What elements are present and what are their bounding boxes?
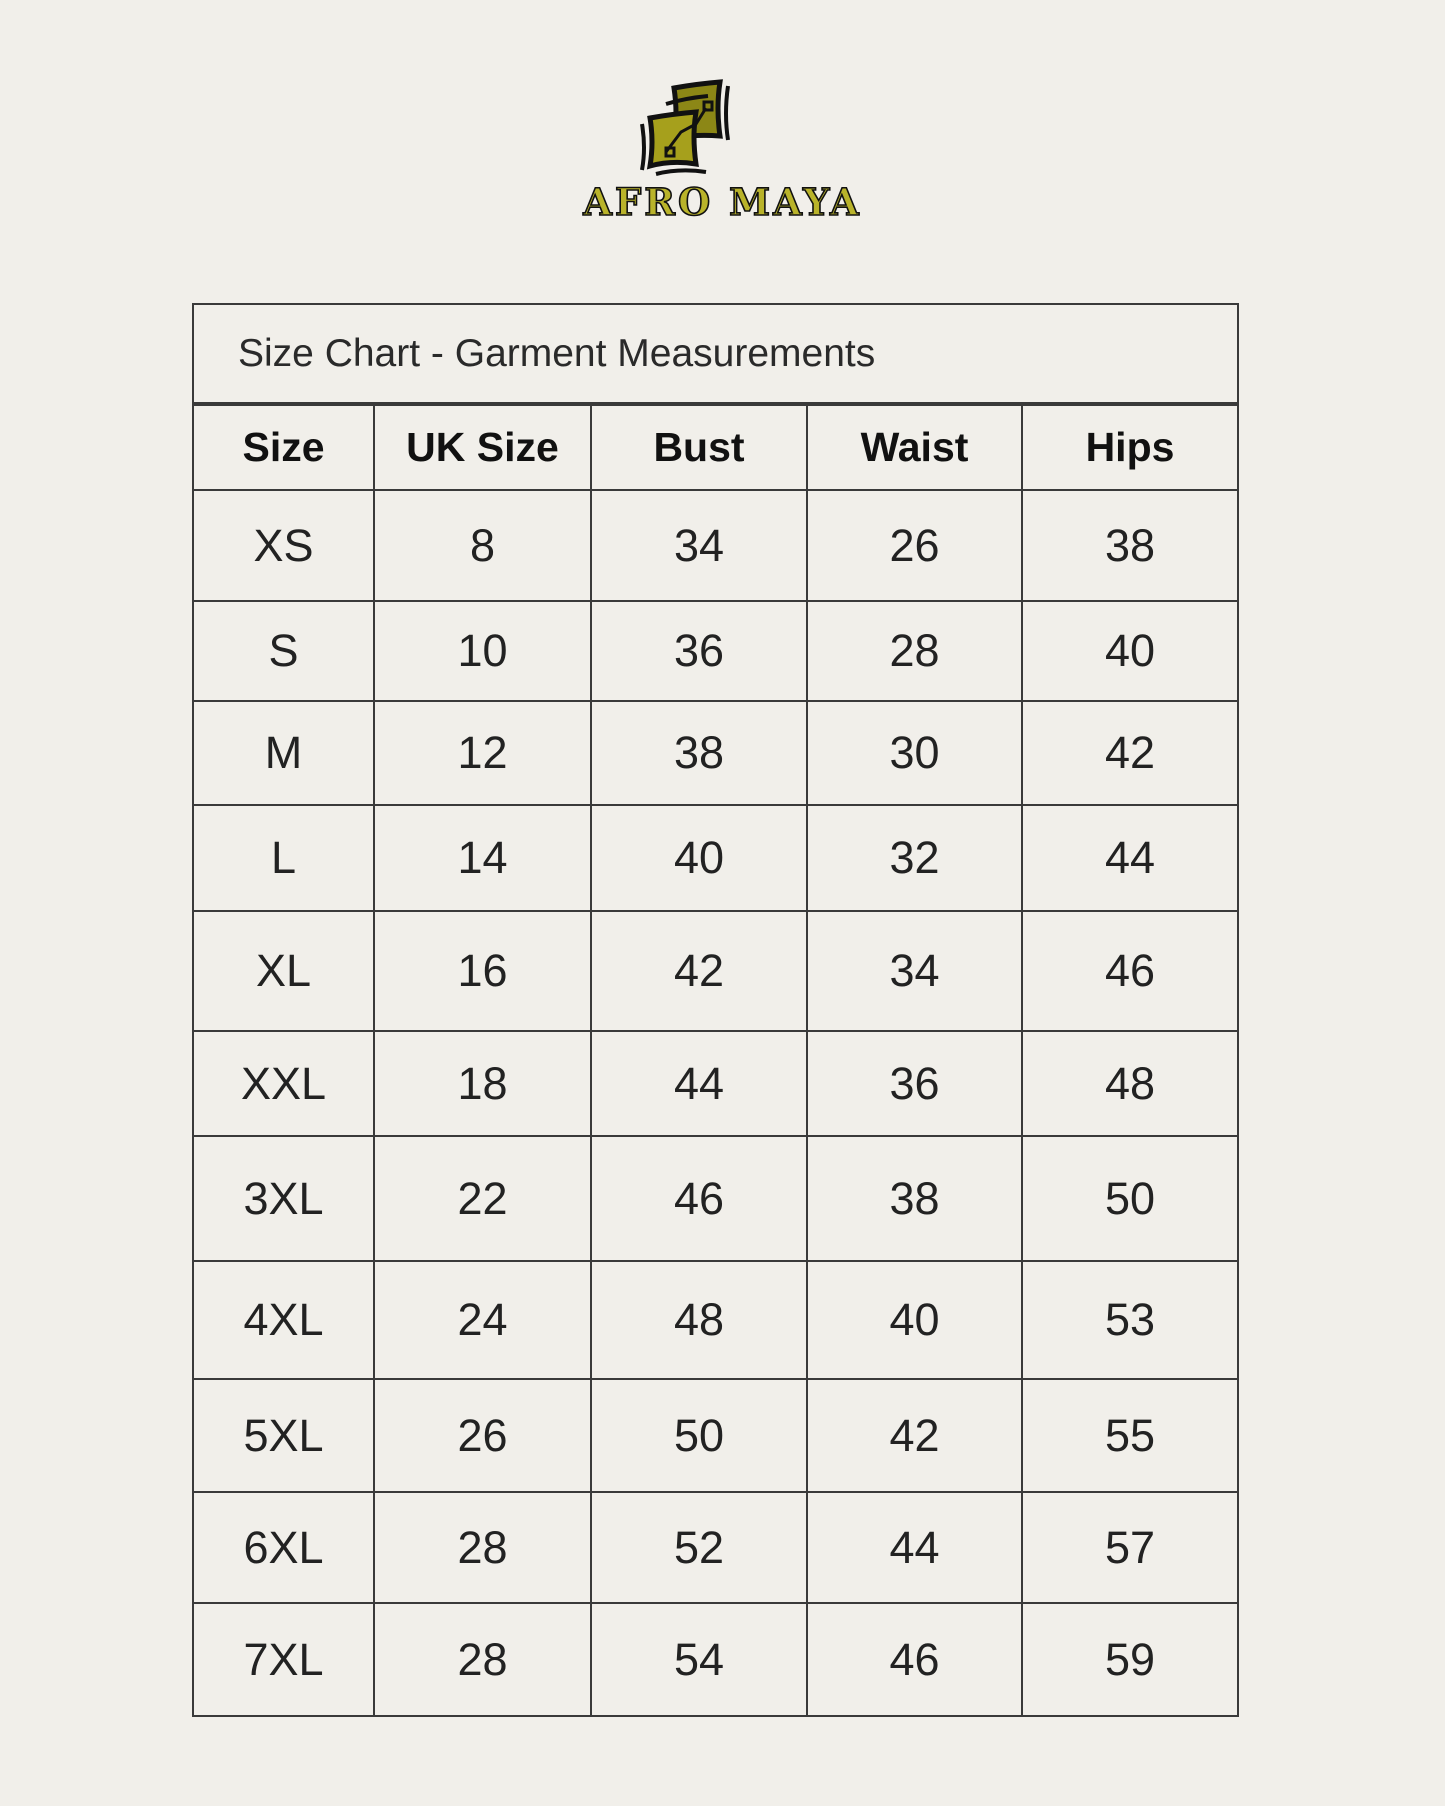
- table-cell: 48: [590, 1260, 808, 1380]
- table-cell: 42: [590, 910, 808, 1032]
- table-cell: 22: [373, 1135, 592, 1262]
- table-cell: 24: [373, 1260, 592, 1380]
- table-cell: XXL: [194, 1030, 375, 1137]
- column-header: Size: [194, 404, 375, 491]
- table-cell: 59: [1021, 1602, 1237, 1715]
- header-row: Size UK Size Bust Waist Hips: [194, 404, 1237, 491]
- table-cell: XS: [194, 489, 375, 602]
- table-cell: 44: [1021, 804, 1237, 912]
- table-cell: M: [194, 700, 375, 806]
- table-cell: 52: [590, 1491, 808, 1604]
- table-cell: 26: [373, 1378, 592, 1493]
- brand-name: AFRO MAYA: [582, 179, 862, 225]
- table-cell: 36: [590, 600, 808, 702]
- table-cell: 54: [590, 1602, 808, 1715]
- table-cell: 12: [373, 700, 592, 806]
- table-cell: 50: [590, 1378, 808, 1493]
- table-cell: 28: [373, 1491, 592, 1604]
- table-cell: 46: [590, 1135, 808, 1262]
- table-cell: 18: [373, 1030, 592, 1137]
- table-cell: 36: [806, 1030, 1023, 1137]
- column-header: Bust: [590, 404, 808, 491]
- table-cell: 55: [1021, 1378, 1237, 1493]
- table-cell: 40: [1021, 600, 1237, 702]
- table-cell: 28: [373, 1602, 592, 1715]
- table-cell: 44: [590, 1030, 808, 1137]
- table-row: L 14 40 32 44: [194, 804, 1237, 912]
- table-row: 3XL 22 46 38 50: [194, 1135, 1237, 1262]
- table-cell: 38: [806, 1135, 1023, 1262]
- size-chart-table: Size Chart - Garment Measurements Size UK…: [192, 303, 1239, 1717]
- column-header: Hips: [1021, 404, 1237, 491]
- table-cell: 7XL: [194, 1602, 375, 1715]
- table-row: S 10 36 28 40: [194, 600, 1237, 702]
- table-cell: 8: [373, 489, 592, 602]
- afro-maya-logo-icon: [640, 79, 730, 176]
- table-cell: 34: [806, 910, 1023, 1032]
- table-cell: 46: [1021, 910, 1237, 1032]
- table-row: M 12 38 30 42: [194, 700, 1237, 806]
- table-cell: 38: [590, 700, 808, 806]
- table-cell: 48: [1021, 1030, 1237, 1137]
- table-cell: 40: [590, 804, 808, 912]
- column-header: Waist: [806, 404, 1023, 491]
- table-cell: 46: [806, 1602, 1023, 1715]
- table-cell: 42: [1021, 700, 1237, 806]
- table-cell: 44: [806, 1491, 1023, 1604]
- table-row: 5XL 26 50 42 55: [194, 1378, 1237, 1493]
- table-cell: 28: [806, 600, 1023, 702]
- table-row: XL 16 42 34 46: [194, 910, 1237, 1032]
- table-cell: 32: [806, 804, 1023, 912]
- table-cell: 10: [373, 600, 592, 702]
- table-cell: 57: [1021, 1491, 1237, 1604]
- table-cell: L: [194, 804, 375, 912]
- table-row: XS 8 34 26 38: [194, 489, 1237, 602]
- table-cell: 40: [806, 1260, 1023, 1380]
- table-cell: 3XL: [194, 1135, 375, 1262]
- table-cell: 26: [806, 489, 1023, 602]
- table-cell: XL: [194, 910, 375, 1032]
- table-row: 6XL 28 52 44 57: [194, 1491, 1237, 1604]
- table-cell: 4XL: [194, 1260, 375, 1380]
- table-row: XXL 18 44 36 48: [194, 1030, 1237, 1137]
- table-cell: 14: [373, 804, 592, 912]
- table-row: 4XL 24 48 40 53: [194, 1260, 1237, 1380]
- table-cell: 16: [373, 910, 592, 1032]
- chart-title: Size Chart - Garment Measurements: [194, 305, 1237, 404]
- table-row: 7XL 28 54 46 59: [194, 1602, 1237, 1715]
- table-cell: 30: [806, 700, 1023, 806]
- table-cell: 53: [1021, 1260, 1237, 1380]
- table-cell: 50: [1021, 1135, 1237, 1262]
- table-cell: S: [194, 600, 375, 702]
- table-cell: 6XL: [194, 1491, 375, 1604]
- table-cell: 34: [590, 489, 808, 602]
- column-header: UK Size: [373, 404, 592, 491]
- table-cell: 38: [1021, 489, 1237, 602]
- table-cell: 5XL: [194, 1378, 375, 1493]
- table-cell: 42: [806, 1378, 1023, 1493]
